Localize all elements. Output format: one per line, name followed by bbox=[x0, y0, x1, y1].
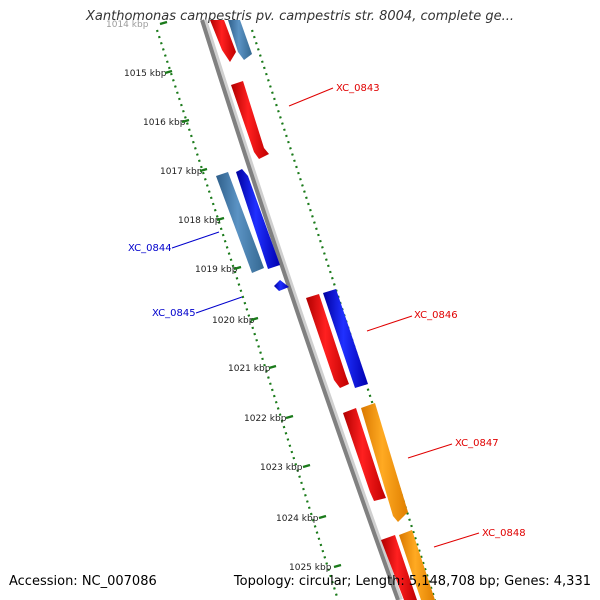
cds-forward[interactable] bbox=[361, 403, 408, 522]
kbp-tick-label: 1015 kbp bbox=[124, 69, 167, 79]
kbp-axis: 1014 kbp 1015 kbp 1016 kbp 1017 kbp 1018 kbp… bbox=[106, 20, 342, 573]
kbp-tick-mark bbox=[199, 167, 208, 173]
kbp-tick-mark bbox=[233, 265, 242, 271]
kbp-tick-mark bbox=[164, 69, 173, 75]
kbp-tick-label: 1018 kbp bbox=[178, 216, 221, 226]
kbp-tick-mark bbox=[302, 463, 311, 469]
kbp-tick-mark bbox=[285, 414, 294, 420]
kbp-tick-label: 1017 kbp bbox=[160, 167, 203, 177]
kbp-tick-mark bbox=[181, 118, 190, 124]
cds-forward[interactable] bbox=[306, 294, 349, 388]
cds-forward[interactable] bbox=[399, 530, 435, 600]
gene-label-xc0848[interactable]: XC_0848 bbox=[482, 528, 526, 539]
kbp-tick-mark bbox=[268, 364, 277, 370]
gene-label-xc0843[interactable]: XC_0843 bbox=[336, 83, 380, 94]
kbp-tick-label: 1025 kbp bbox=[289, 563, 332, 573]
cds-reverse[interactable] bbox=[228, 20, 252, 60]
kbp-tick-label: 1016 kbp bbox=[143, 118, 186, 128]
backbone bbox=[200, 19, 400, 600]
cds-forward[interactable] bbox=[381, 535, 417, 600]
kbp-tick-label: 1020 kbp bbox=[212, 316, 255, 326]
kbp-tick-label: 1019 kbp bbox=[195, 265, 238, 275]
kbp-tick-label: 1014 kbp bbox=[106, 20, 149, 30]
cds-reverse[interactable] bbox=[236, 169, 280, 269]
kbp-tick-mark bbox=[250, 316, 259, 322]
gene-label-xc0847[interactable]: XC_0847 bbox=[455, 438, 499, 449]
cds-forward[interactable] bbox=[231, 81, 269, 159]
kbp-tick-label: 1024 kbp bbox=[276, 514, 319, 524]
cds-reverse[interactable] bbox=[274, 280, 289, 291]
kbp-tick-mark bbox=[159, 20, 168, 26]
cds-forward[interactable] bbox=[210, 20, 236, 62]
gene-label-xc0846[interactable]: XC_0846 bbox=[414, 310, 458, 321]
map-title: Xanthomonas campestris pv. campestris st… bbox=[86, 9, 514, 24]
kbp-tick-mark bbox=[318, 514, 327, 520]
gene-label-xc0844[interactable]: XC_0844 bbox=[128, 243, 172, 254]
genome-summary-text: Topology: circular; Length: 5,148,708 bp… bbox=[233, 574, 591, 589]
kbp-tick-mark bbox=[333, 563, 342, 569]
cds-features bbox=[210, 20, 435, 600]
kbp-tick-mark bbox=[216, 216, 225, 222]
kbp-tick-label: 1023 kbp bbox=[260, 463, 303, 473]
accession-text: Accession: NC_007086 bbox=[9, 574, 157, 589]
cds-reverse[interactable] bbox=[216, 172, 264, 273]
backbone-shadow bbox=[201, 19, 403, 600]
kbp-tick-label: 1022 kbp bbox=[244, 414, 287, 424]
gene-labels: XC_0843 XC_0844 XC_0845 XC_0846 XC_0847 … bbox=[128, 83, 526, 548]
cds-reverse[interactable] bbox=[323, 289, 368, 388]
kbp-tick-label: 1021 kbp bbox=[228, 364, 271, 374]
gene-label-xc0845[interactable]: XC_0845 bbox=[152, 308, 196, 319]
cds-forward[interactable] bbox=[343, 408, 386, 501]
